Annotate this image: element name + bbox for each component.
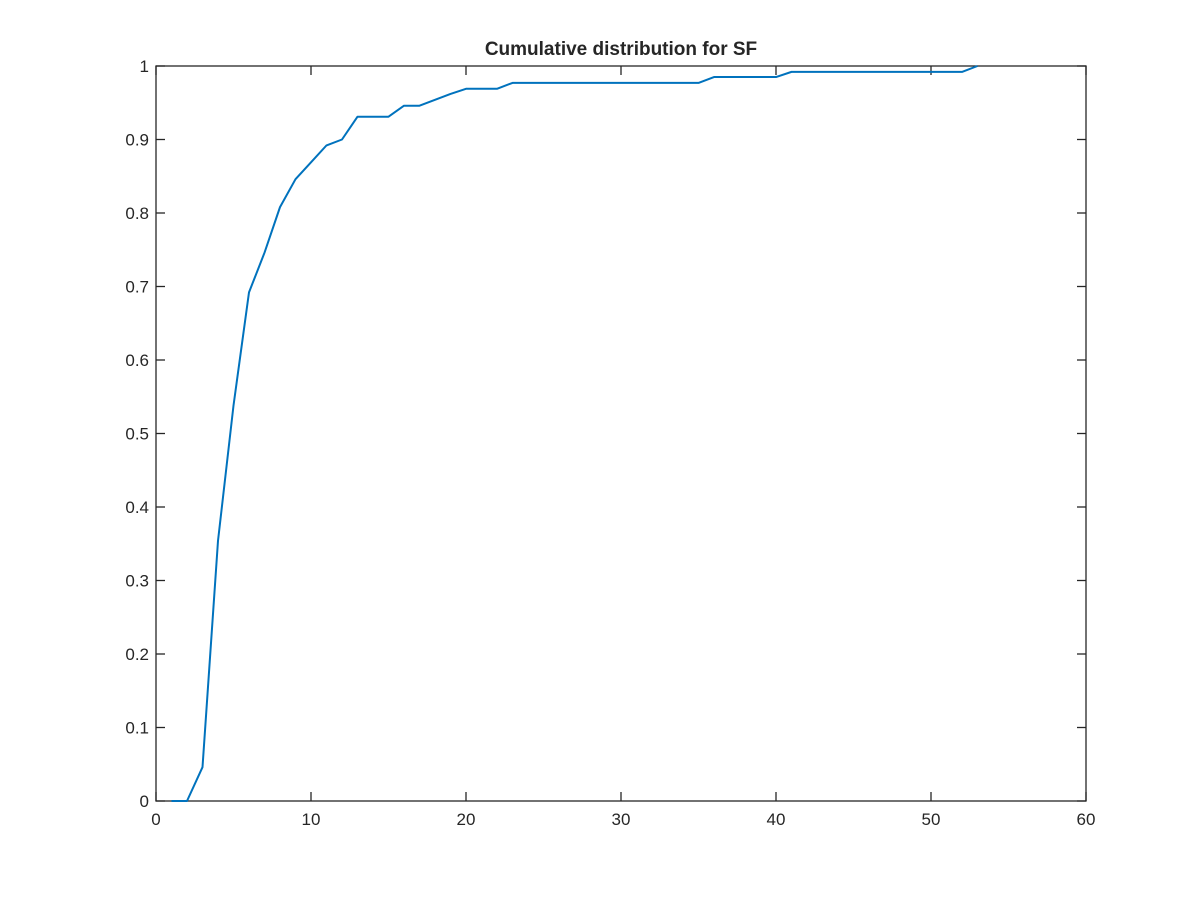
y-tick-label: 0.6 (125, 351, 149, 370)
chart-title: Cumulative distribution for SF (485, 39, 757, 60)
x-tick-label: 30 (612, 810, 631, 829)
y-tick-label: 0.3 (125, 572, 149, 591)
y-tick-label: 0.4 (125, 498, 149, 517)
y-tick-label: 0.9 (125, 131, 149, 150)
y-tick-label: 0.1 (125, 719, 149, 738)
x-tick-label: 20 (457, 810, 476, 829)
y-tick-label: 0.2 (125, 645, 149, 664)
cdf-series-line (171, 65, 978, 802)
axes-box (155, 65, 1087, 802)
y-tick-label: 0.7 (125, 278, 149, 297)
x-tick-label: 0 (151, 810, 160, 829)
x-tick-label: 50 (922, 810, 941, 829)
y-tick-label: 0 (140, 792, 149, 811)
x-tick-label: 10 (302, 810, 321, 829)
y-tick-label: 0.8 (125, 204, 149, 223)
x-tick-label: 40 (767, 810, 786, 829)
y-tick-label: 0.5 (125, 425, 149, 444)
x-tick-label: 60 (1077, 810, 1096, 829)
y-tick-label: 1 (140, 57, 149, 76)
